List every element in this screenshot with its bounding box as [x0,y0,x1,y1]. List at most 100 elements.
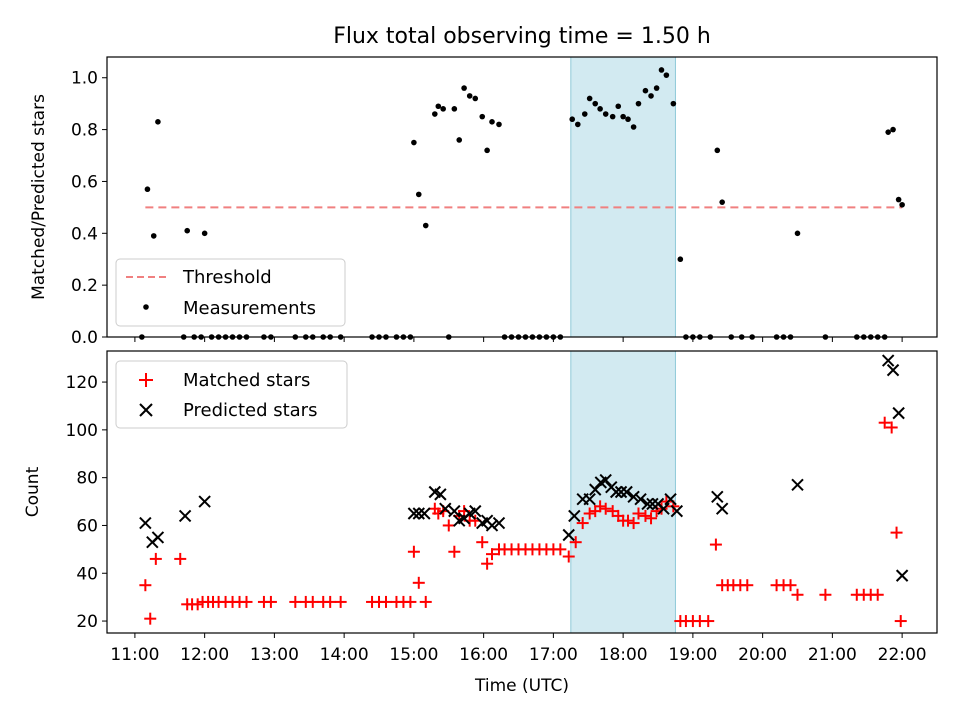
matched-star-point [885,421,898,434]
measurement-point [461,85,467,91]
y-tick-label: 60 [76,516,98,536]
matched-star-point [554,543,567,556]
predicted-star-point [895,569,909,582]
measurement-point [895,196,902,203]
predicted-star-point [614,485,628,499]
predicted-star-point [641,497,654,511]
matched-star-point [576,517,589,530]
predicted-star-point [627,490,640,503]
matched-star-point [448,545,461,558]
legend-predicted-swatch [139,403,153,417]
measurement-point [484,147,490,154]
legend-measurements-label: Measurements [183,298,316,319]
predicted-star-point [609,485,623,499]
measurement-point [586,95,593,102]
predicted-star-point [412,507,425,520]
measurements-series [139,67,905,340]
y-tick-label: 0.4 [71,224,98,244]
predicted-star-point [434,488,447,501]
matched-star-point [709,538,722,551]
measurement-point [677,256,684,263]
predicted-star-point [562,528,575,542]
ratio-x-ticks [134,337,903,342]
measurement-point [466,93,473,99]
matched-star-point [871,588,884,601]
matched-star-point [306,595,319,608]
predicted-star-point [139,516,152,530]
y-tick-label: 120 [66,373,98,393]
chart-title: Flux total observing time = 1.50 h [333,24,711,49]
matched-star-point [407,545,420,558]
predicted-star-point [583,492,596,506]
matched-star-point [819,588,832,601]
predicted-star-point [881,354,895,367]
measurement-point [625,116,631,123]
predicted-star-point [646,497,659,511]
predicted-stars-series [139,354,909,582]
x-tick-label: 20:00 [738,645,787,665]
measurement-point [663,72,670,78]
measurement-point [615,103,622,110]
matched-star-point [240,595,253,608]
predicted-star-point [407,507,421,520]
measurement-point [794,230,801,237]
predicted-star-point [485,519,499,532]
y-tick-label: 0.0 [71,328,98,348]
y-tick-label: 1.0 [71,69,98,89]
predicted-star-point [657,502,670,515]
observing-window-span-lower [570,350,676,634]
predicted-star-point [715,502,729,515]
y-tick-label: 80 [76,469,98,489]
x-tick-label: 11:00 [110,645,159,665]
predicted-star-point [178,509,192,523]
matched-star-point [334,595,347,608]
matched-star-point [645,512,658,525]
y-tick-label: 0.2 [71,276,98,296]
measurement-point [581,111,588,117]
matched-star-point [412,576,425,589]
predicted-star-point [791,478,804,492]
measurement-point [472,95,479,102]
measurement-point [719,199,725,205]
matched-star-point [442,519,455,532]
measurement-point [609,113,616,120]
measurement-point [155,119,161,125]
x-axis-label: Time (UTC) [474,676,569,696]
x-tick-label: 21:00 [808,645,857,665]
measurement-point [592,100,599,107]
x-tick-label: 13:00 [250,645,299,665]
measurement-point [489,119,495,125]
count-y-label: Count [23,466,43,517]
predicted-star-point [664,492,677,506]
predicted-star-point [599,473,612,487]
measurement-point [642,87,649,94]
predicted-star-point [589,483,602,496]
predicted-star-point [886,363,900,377]
matched-star-point [702,615,715,628]
matched-star-point [139,579,152,592]
measurement-point [411,139,417,146]
matched-star-point [791,588,804,601]
matched-star-point [174,552,187,565]
predicted-star-point [620,485,633,499]
legend-predicted-label: Predicted stars [183,400,317,421]
matched-star-point [324,595,337,608]
ratio-y-axis: 0.0 0.2 0.4 0.6 0.8 1.0 [71,69,107,348]
matched-star-point [562,550,575,563]
measurement-point [714,147,721,154]
measurement-point [574,121,581,128]
measurement-point [635,100,642,107]
measurement-point [451,106,458,112]
predicted-star-point [418,507,431,520]
count-legend: Matched stars Predicted stars [115,360,348,429]
matched-star-point [144,612,157,625]
matched-star-point [289,595,302,608]
x-tick-label: 16:00 [459,645,508,665]
matched-star-point [894,615,907,628]
observing-span-rect [570,350,676,634]
y-tick-label: 40 [76,564,98,584]
predicted-star-point [568,509,581,523]
x-tick-label: 19:00 [668,645,717,665]
matched-star-point [569,536,582,549]
ratio-panel-frame [106,56,938,338]
